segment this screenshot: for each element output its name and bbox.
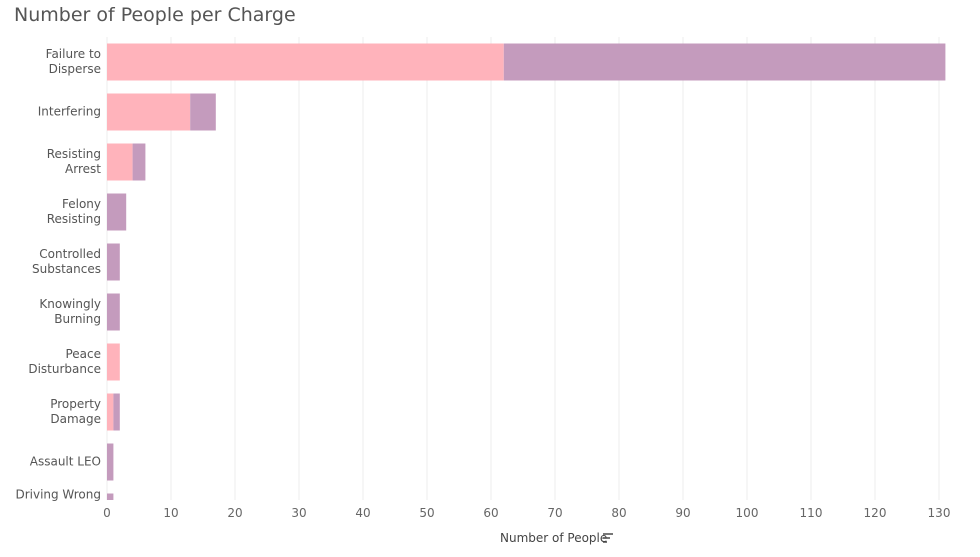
y-tick-label: Controlled Substances (32, 247, 101, 276)
y-tick-label: Assault LEO (29, 454, 101, 469)
y-tick-label: Driving Wrong (15, 487, 101, 502)
bar-segment (190, 93, 216, 131)
x-tick-label: 130 (927, 506, 951, 520)
y-tick-label: Knowingly Burning (39, 297, 101, 326)
bar-segment (107, 293, 120, 331)
x-tick-label: 50 (419, 506, 435, 520)
bar-segment (107, 393, 114, 431)
bar-segment (107, 243, 120, 281)
y-tick-label: Failure to Disperse (45, 47, 101, 76)
y-tick-label: Felony Resisting (46, 197, 101, 226)
chart-title: Number of People per Charge (14, 4, 296, 26)
sort-icon[interactable] (603, 533, 613, 543)
bar-segment (503, 43, 946, 81)
x-tick-label: 100 (735, 506, 759, 520)
y-tick-label: Peace Disturbance (28, 347, 101, 376)
x-tick-label: 70 (547, 506, 563, 520)
bar-segment (107, 143, 133, 181)
bar-segment (107, 493, 114, 500)
bar-segment (113, 393, 120, 431)
y-tick-label: Resisting Arrest (46, 147, 101, 176)
x-tick-label: 30 (291, 506, 307, 520)
bar-segment (107, 443, 114, 481)
x-tick-label: 0 (103, 506, 111, 520)
x-tick-label: 90 (675, 506, 691, 520)
bar-segment (132, 143, 146, 181)
x-tick-label: 40 (355, 506, 371, 520)
x-axis-title: Number of People (500, 531, 608, 545)
bar-segment (107, 93, 191, 131)
x-tick-label: 80 (611, 506, 627, 520)
x-tick-label: 110 (799, 506, 823, 520)
x-tick-label: 60 (483, 506, 499, 520)
bar-segment (107, 43, 504, 81)
bar-segment (107, 343, 120, 381)
x-tick-label: 120 (863, 506, 887, 520)
y-tick-label: Interfering (37, 104, 101, 119)
x-tick-label: 10 (163, 506, 179, 520)
bar-segment (107, 193, 127, 231)
y-tick-label: Property Damage (50, 397, 101, 426)
x-tick-label: 20 (227, 506, 243, 520)
